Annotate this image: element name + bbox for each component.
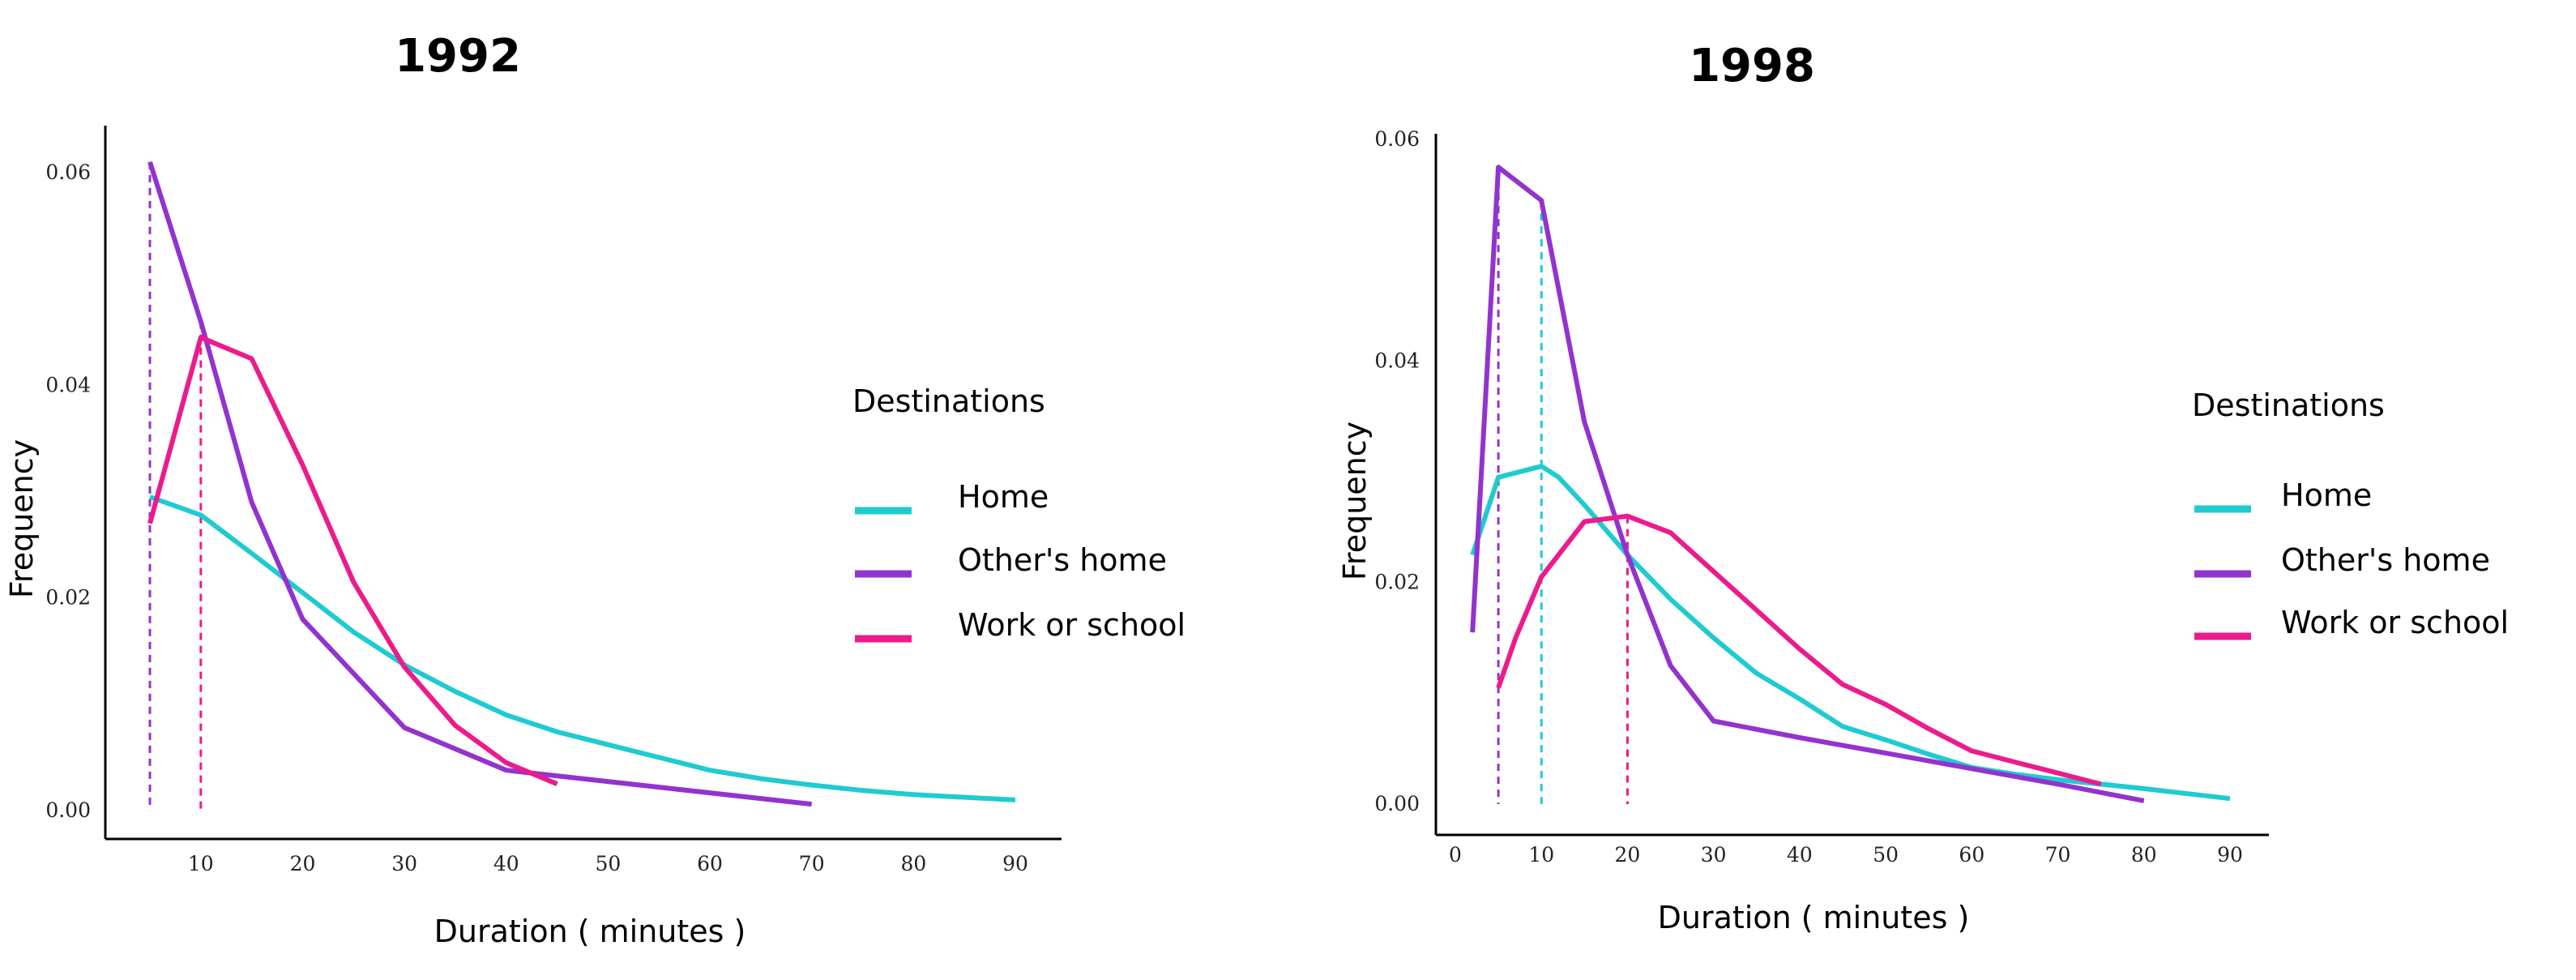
series-line-work-or-school <box>1496 513 2102 787</box>
x-tick-label: 20 <box>290 852 316 875</box>
legend-label: Work or school <box>2281 605 2509 640</box>
legend-label: Other's home <box>958 542 1167 578</box>
y-tick-label: 0.02 <box>45 586 91 610</box>
x-tick-label: 50 <box>596 852 622 875</box>
x-tick-label: 0 <box>1449 843 1462 867</box>
x-tick-label: 20 <box>1615 843 1641 867</box>
y-tick-label: 0.02 <box>1374 571 1420 594</box>
x-tick-label: 90 <box>1002 852 1028 875</box>
x-tick-label: 80 <box>2131 843 2157 867</box>
x-tick-label: 60 <box>1959 843 1984 867</box>
series-line-other-s-home <box>147 160 813 807</box>
y-tick-label: 0.00 <box>45 798 91 822</box>
y-tick-label: 0.04 <box>45 373 91 396</box>
y-tick-label: 0.06 <box>1374 127 1420 151</box>
x-tick-label: 10 <box>1528 843 1554 867</box>
y-tick-label: 0.06 <box>45 160 91 184</box>
x-tick-label: 90 <box>2217 843 2243 867</box>
series-line-home <box>148 494 1016 802</box>
chart-title: 1992 <box>395 30 521 83</box>
series-line-home <box>1470 464 2231 802</box>
chart-1998: 1998 0 10 20 30 40 50 60 70 80 90 0.00 0.02 0.04 0.0… <box>1337 40 2509 935</box>
legend-label: Work or school <box>958 607 1185 643</box>
y-axis-label: Frequency <box>4 439 40 598</box>
legend-label: Home <box>958 479 1049 515</box>
y-tick-label: 0.04 <box>1374 349 1420 372</box>
legend-label: Other's home <box>2281 542 2490 578</box>
chart-1992: 1992 10 20 30 40 50 60 70 80 90 0.00 0.02 0.04 0.06… <box>4 30 1185 949</box>
x-axis-label: Duration ( minutes ) <box>1658 900 1970 935</box>
x-tick-label: 40 <box>1787 843 1813 867</box>
series-line-work-or-school <box>147 335 558 786</box>
series-line-other-s-home <box>1470 165 2145 803</box>
legend-title: Destinations <box>852 383 1045 419</box>
x-tick-label: 10 <box>188 852 214 875</box>
x-tick-label: 70 <box>2045 843 2071 867</box>
legend-title: Destinations <box>2192 387 2385 423</box>
x-tick-label: 80 <box>900 852 926 875</box>
chart-title: 1998 <box>1689 40 1815 92</box>
x-tick-label: 60 <box>697 852 723 875</box>
x-axis-label: Duration ( minutes ) <box>434 914 746 949</box>
y-axis-label: Frequency <box>1337 422 1373 580</box>
x-tick-label: 70 <box>799 852 825 875</box>
legend-label: Home <box>2281 477 2372 513</box>
x-tick-label: 30 <box>391 852 417 875</box>
y-tick-label: 0.00 <box>1374 792 1420 815</box>
x-tick-label: 30 <box>1701 843 1727 867</box>
x-tick-label: 50 <box>1873 843 1899 867</box>
x-tick-label: 40 <box>493 852 519 875</box>
